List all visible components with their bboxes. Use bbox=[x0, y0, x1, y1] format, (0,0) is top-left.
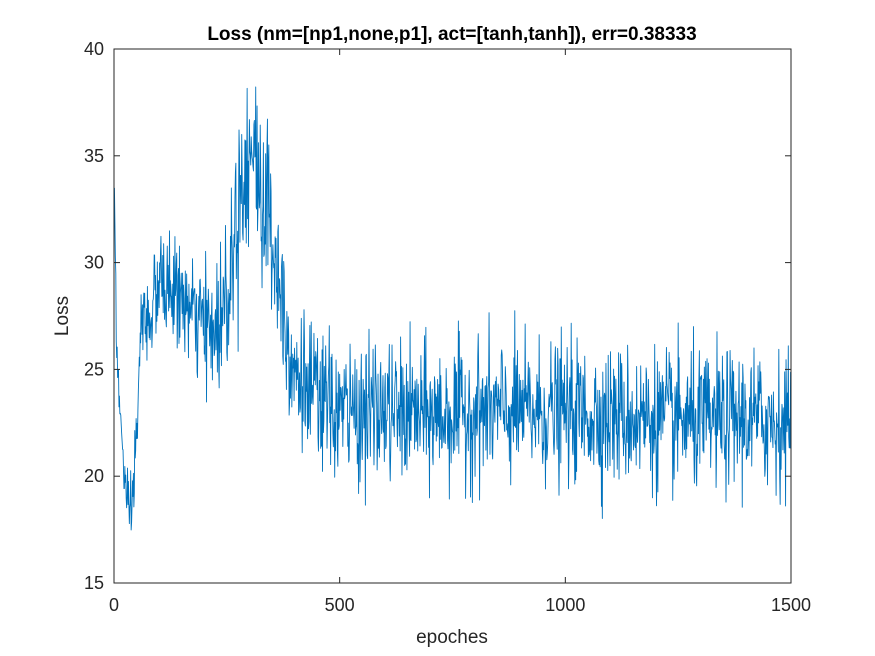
ticks-layer: 0 500 1000 1500 15 20 25 30 35 40 bbox=[84, 39, 811, 615]
y-axis-label: Loss bbox=[52, 296, 73, 336]
y-tick-label: 15 bbox=[84, 573, 104, 593]
y-tick-label: 30 bbox=[84, 253, 104, 273]
x-tick-label: 500 bbox=[325, 595, 355, 615]
x-axis-label: epoches bbox=[416, 627, 488, 648]
x-tick-label: 0 bbox=[109, 595, 119, 615]
y-tick-label: 20 bbox=[84, 466, 104, 486]
series-layer bbox=[114, 86, 792, 531]
y-tick-label: 25 bbox=[84, 359, 104, 379]
chart-title: Loss (nm=[np1,none,p1], act=[tanh,tanh])… bbox=[207, 24, 696, 45]
axes-box bbox=[113, 48, 792, 584]
x-tick-label: 1500 bbox=[771, 595, 811, 615]
loss-series-line bbox=[114, 86, 792, 531]
y-tick-label: 40 bbox=[84, 39, 104, 59]
x-tick-label: 1000 bbox=[545, 595, 585, 615]
y-tick-label: 35 bbox=[84, 146, 104, 166]
